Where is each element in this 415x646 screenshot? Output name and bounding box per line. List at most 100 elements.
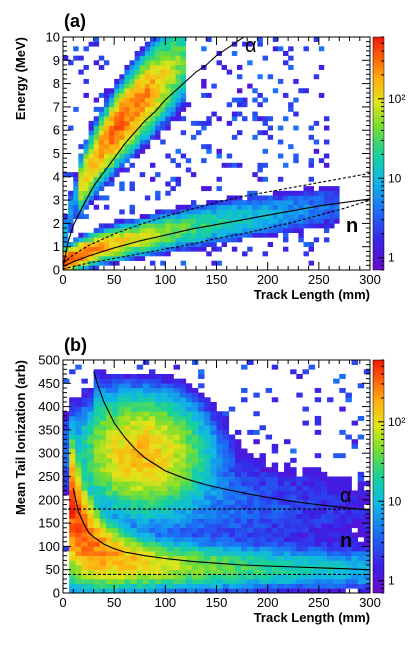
heatmap-bin — [252, 200, 258, 206]
heatmap-bin — [179, 513, 187, 519]
heatmap-bin — [313, 148, 320, 154]
y-tick-label: 350 — [38, 422, 60, 437]
heatmap-bin — [334, 195, 340, 201]
heatmap-bin — [267, 223, 274, 229]
heatmap-bin — [105, 471, 113, 477]
heatmap-bin — [63, 172, 69, 178]
x-tick-label: 200 — [257, 272, 279, 287]
heatmap-bin — [323, 162, 330, 168]
heatmap-bin — [185, 551, 193, 557]
heatmap-bin — [69, 499, 76, 505]
heatmap-bin — [247, 471, 254, 477]
heatmap-bin — [252, 223, 258, 229]
heatmap-bin — [180, 153, 187, 159]
heatmap-bin — [265, 579, 273, 584]
heatmap-bin — [136, 434, 144, 440]
heatmap-bin — [130, 429, 137, 435]
heatmap-bin — [179, 457, 187, 463]
heatmap-bin — [129, 102, 135, 108]
heatmap-bin — [272, 88, 279, 94]
heatmap-bin — [277, 176, 284, 182]
heatmap-bin — [206, 209, 212, 215]
heatmap-bin — [253, 439, 260, 445]
heatmap-bin — [357, 481, 365, 487]
heatmap-bin — [93, 476, 101, 482]
heatmap-bin — [191, 401, 199, 407]
heatmap-bin — [136, 364, 144, 370]
heatmap-bin — [351, 551, 359, 557]
heatmap-bin — [112, 401, 119, 407]
heatmap-bin — [222, 476, 230, 482]
heatmap-bin — [351, 532, 359, 538]
heatmap-bin — [83, 237, 89, 243]
heatmap-bin — [191, 523, 199, 529]
heatmap-bin — [185, 214, 192, 220]
heatmap-bin — [83, 78, 89, 84]
heatmap-bin — [201, 125, 207, 131]
heatmap-bin — [109, 125, 115, 131]
heatmap-bin — [105, 523, 113, 529]
heatmap-bin — [191, 434, 199, 440]
heatmap-bin — [296, 490, 303, 496]
colorbar-tick-label: 10 — [388, 171, 402, 185]
heatmap-bin — [191, 527, 199, 533]
heatmap-bin — [93, 144, 100, 150]
panel-a-y-axis-title: Energy (MeV) — [13, 37, 28, 120]
heatmap-bin — [119, 242, 125, 247]
heatmap-bin — [142, 453, 150, 459]
heatmap-bin — [88, 158, 94, 164]
heatmap-bin — [78, 242, 84, 247]
heatmap-bin — [191, 443, 199, 449]
heatmap-bin — [148, 583, 156, 589]
heatmap-bin — [98, 162, 105, 168]
heatmap-bin — [124, 223, 130, 229]
heatmap-bin — [124, 462, 131, 468]
heatmap-bin — [124, 97, 130, 103]
heatmap-bin — [136, 387, 144, 393]
heatmap-bin — [351, 439, 359, 445]
heatmap-bin — [210, 509, 217, 515]
heatmap-bin — [124, 256, 130, 261]
heatmap-bin — [139, 102, 146, 108]
heatmap-bin — [180, 64, 187, 70]
heatmap-bin — [93, 242, 100, 247]
heatmap-bin — [185, 209, 192, 215]
heatmap-bin — [69, 546, 76, 552]
heatmap-bin — [124, 111, 130, 117]
heatmap-bin — [327, 537, 334, 543]
heatmap-bin — [234, 513, 242, 519]
heatmap-bin — [191, 467, 199, 473]
heatmap-bin — [314, 509, 322, 515]
heatmap-bin — [170, 41, 176, 47]
heatmap-bin — [103, 134, 110, 140]
heatmap-bin — [363, 499, 370, 505]
heatmap-bin — [98, 139, 105, 145]
heatmap-bin — [69, 560, 76, 566]
heatmap-bin — [210, 429, 217, 435]
heatmap-bin — [69, 583, 76, 589]
heatmap-bin — [190, 246, 197, 252]
heatmap-bin — [155, 555, 162, 561]
heatmap-bin — [149, 130, 156, 136]
heatmap-bin — [222, 588, 230, 593]
heatmap-bin — [339, 574, 346, 580]
heatmap-bin — [93, 579, 101, 584]
heatmap-bin — [167, 499, 174, 505]
heatmap-bin — [124, 551, 131, 557]
heatmap-bin — [357, 504, 365, 510]
heatmap-bin — [173, 579, 180, 584]
heatmap-bin — [99, 495, 107, 501]
heatmap-bin — [175, 55, 181, 61]
heatmap-bin — [78, 55, 84, 61]
heatmap-bin — [118, 415, 125, 421]
heatmap-bin — [119, 256, 125, 261]
heatmap-bin — [262, 176, 268, 182]
heatmap-bin — [284, 471, 291, 477]
heatmap-bin — [252, 204, 258, 210]
heatmap-bin — [93, 481, 101, 487]
heatmap-bin — [155, 232, 161, 238]
heatmap-bin — [170, 223, 176, 229]
heatmap-bin — [216, 429, 223, 435]
heatmap-bin — [290, 499, 297, 505]
heatmap-bin — [170, 176, 176, 182]
